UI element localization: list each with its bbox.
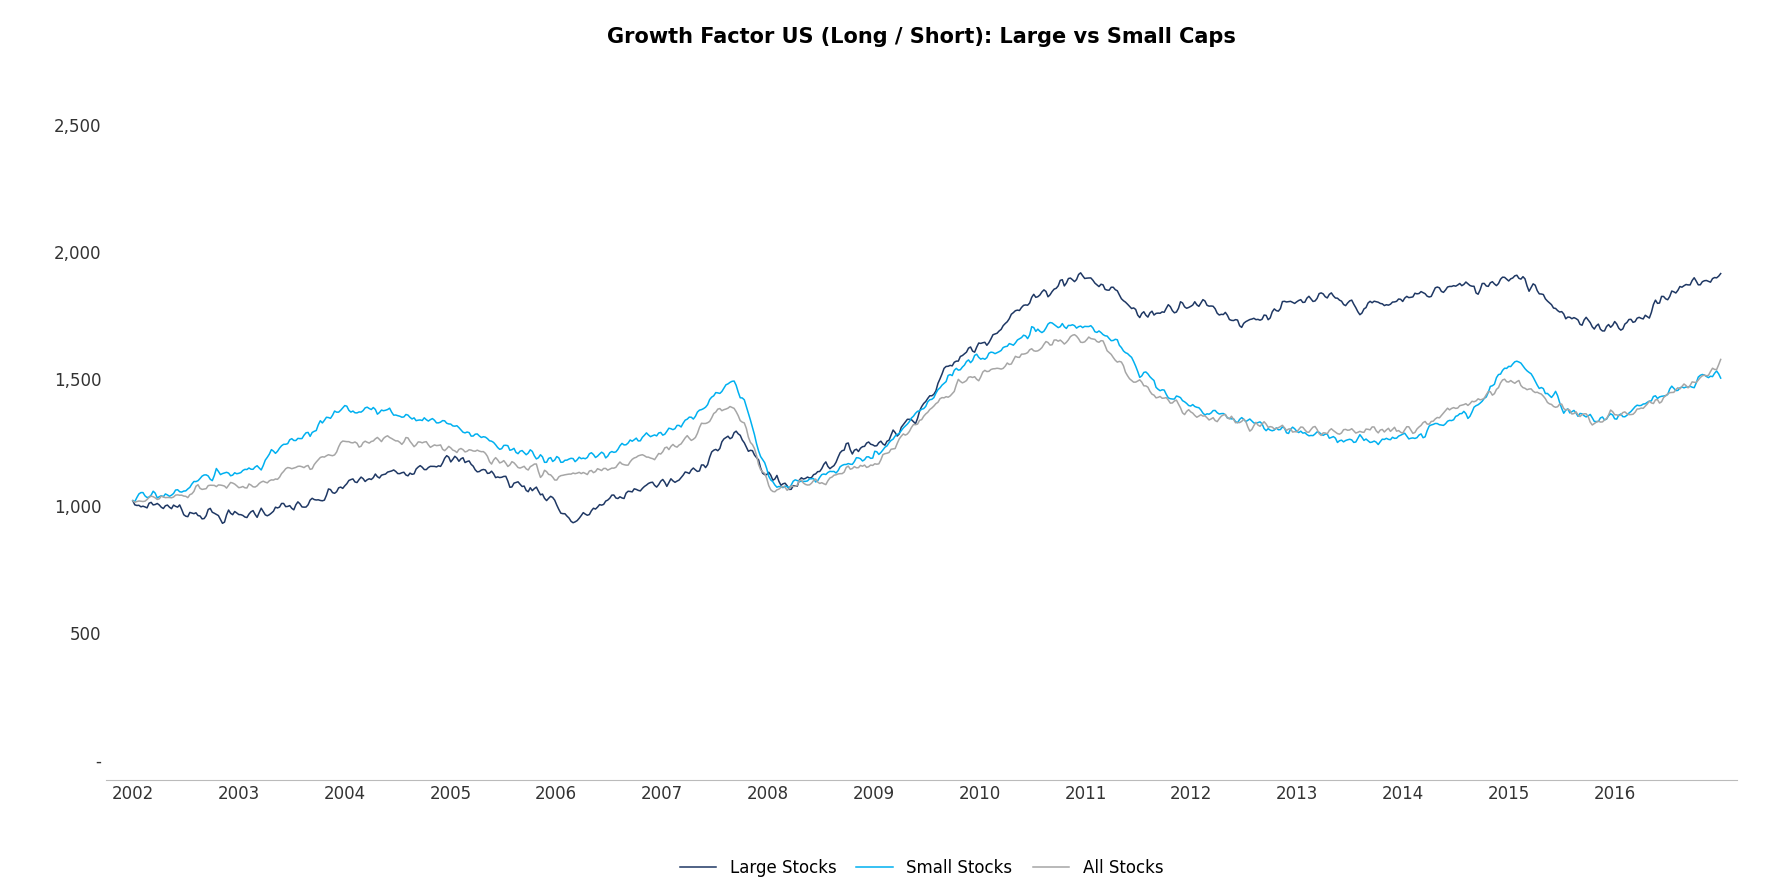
All Stocks [1063, 330, 1084, 340]
Large Stocks [546, 500, 567, 510]
Large Stocks [1584, 323, 1605, 334]
All Stocks [124, 497, 145, 508]
All Stocks [1710, 354, 1731, 365]
Legend: Large Stocks, Small Stocks, All Stocks: Large Stocks, Small Stocks, All Stocks [673, 852, 1170, 884]
Small Stocks [509, 446, 530, 456]
Title: Growth Factor US (Long / Short): Large vs Small Caps: Growth Factor US (Long / Short): Large v… [608, 27, 1235, 47]
All Stocks [1584, 418, 1605, 429]
Large Stocks [796, 473, 817, 484]
All Stocks [1602, 407, 1623, 417]
Line: All Stocks: All Stocks [133, 335, 1721, 502]
Small Stocks [796, 476, 817, 486]
Large Stocks [1616, 317, 1637, 328]
All Stocks [796, 479, 817, 490]
Large Stocks [1602, 320, 1623, 330]
All Stocks [1616, 408, 1637, 419]
Large Stocks [1710, 268, 1731, 279]
Small Stocks [1616, 410, 1637, 421]
All Stocks [122, 495, 144, 506]
Small Stocks [1710, 373, 1731, 384]
Large Stocks [213, 518, 234, 529]
Small Stocks [1602, 409, 1623, 420]
Line: Large Stocks: Large Stocks [133, 273, 1721, 524]
Large Stocks [509, 479, 530, 490]
Small Stocks [1040, 317, 1061, 328]
All Stocks [509, 462, 530, 473]
Large Stocks [1070, 268, 1092, 278]
Small Stocks [546, 451, 567, 462]
Small Stocks [124, 496, 145, 507]
Line: Small Stocks: Small Stocks [133, 323, 1721, 501]
Small Stocks [1584, 416, 1605, 427]
All Stocks [546, 475, 567, 486]
Small Stocks [122, 495, 144, 506]
Large Stocks [122, 495, 144, 506]
